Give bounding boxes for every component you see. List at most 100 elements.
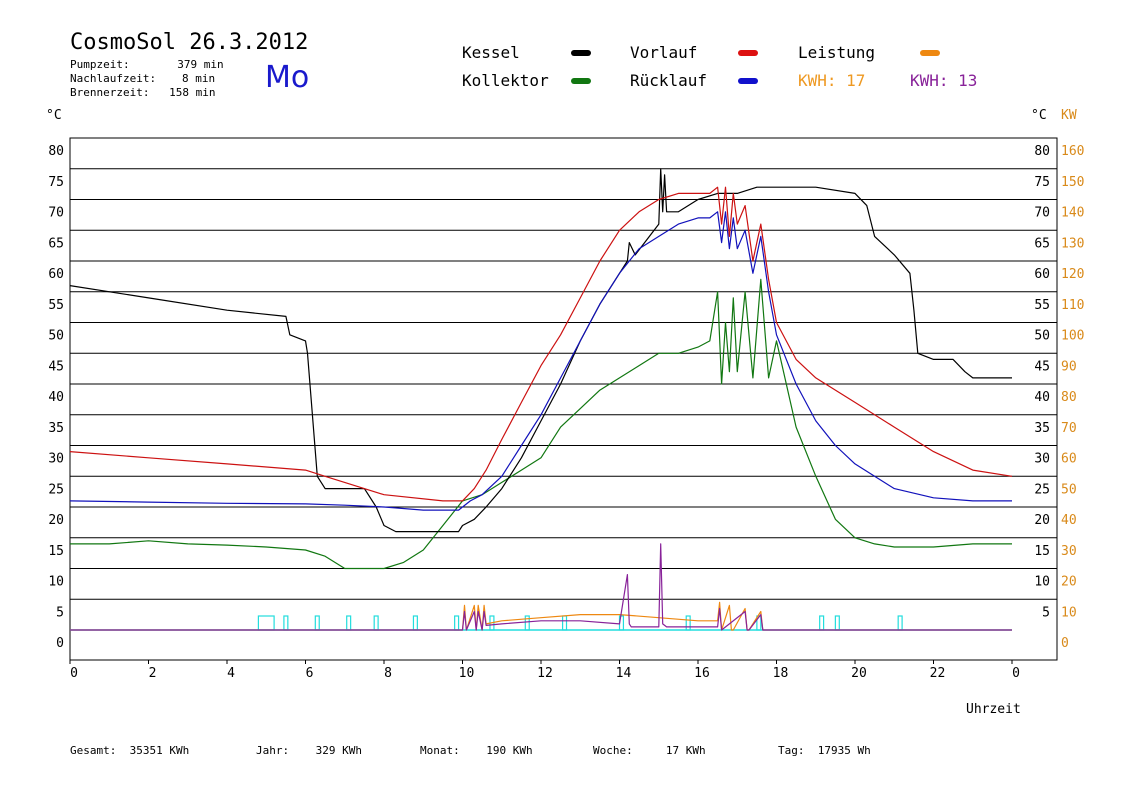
x-tick-label: 14 (616, 666, 632, 681)
x-tick-label: 8 (384, 666, 392, 681)
totals-jahr: Jahr: 329 KWh (256, 744, 362, 757)
x-tick-label: 12 (537, 666, 553, 681)
y-tick-label-right-kw: 70 (1061, 421, 1077, 436)
totals-monat-value: 190 KWh (486, 744, 533, 757)
series-layer (69, 168, 1013, 631)
totals-monat: Monat: 190 KWh (420, 744, 533, 757)
y-tick-label-right-c: 60 (1034, 267, 1050, 282)
y-tick-label-right-c: 10 (1034, 575, 1050, 590)
series-line-kollektor (70, 278, 1012, 570)
pump-bar (819, 615, 825, 631)
y-tick-label-right-kw: 150 (1061, 175, 1084, 190)
right-axis-unit-c: °C (1031, 108, 1047, 123)
y-tick-label-right-kw: 120 (1061, 267, 1084, 282)
pump-bar (756, 615, 762, 631)
legend-vorlauf-swatch (738, 50, 758, 56)
pump-bar (454, 615, 460, 631)
y-tick-label-left: 80 (48, 144, 64, 159)
totals-tag-label: Tag: (778, 744, 805, 757)
y-tick-label-right-kw: 90 (1061, 359, 1077, 374)
pump-bar (524, 615, 530, 631)
y-tick-label-left: 35 (48, 421, 64, 436)
y-tick-label-left: 30 (48, 452, 64, 467)
grid-layer (69, 137, 1058, 664)
series-line-kessel (69, 168, 1012, 533)
x-tick-label: 18 (773, 666, 789, 681)
left-axis-unit: °C (46, 108, 62, 123)
y-tick-label-right-c: 45 (1034, 359, 1050, 374)
y-tick-label-right-kw: 60 (1061, 452, 1077, 467)
x-tick-label: 10 (459, 666, 475, 681)
series-line-vorlauf (69, 186, 1013, 502)
stat-label: Pumpzeit: (70, 58, 130, 71)
y-tick-label-left: 65 (48, 236, 64, 251)
totals-tag: Tag: 17935 Wh (778, 744, 871, 757)
totals-jahr-value: 329 KWh (315, 744, 362, 757)
stat-value: 158 min (169, 86, 216, 99)
legend-vorlauf-label: Vorlauf (630, 43, 698, 62)
stat-label: Brennerzeit: (70, 86, 150, 99)
totals-monat-label: Monat: (420, 744, 460, 757)
y-tick-label-right-kw: 10 (1061, 605, 1077, 620)
y-tick-label-right-c: 70 (1034, 206, 1050, 221)
pump-bar (257, 615, 275, 631)
y-tick-label-right-c: 25 (1034, 482, 1050, 497)
y-tick-label-left: 5 (56, 605, 64, 620)
pump-bar (561, 615, 568, 631)
legend-kollektor-label: Kollektor (462, 71, 549, 90)
x-tick-label: 16 (694, 666, 710, 681)
legend-kwh-leistung: KWH: 17 (798, 71, 866, 90)
stat-label: Nachlaufzeit: (70, 72, 157, 85)
y-tick-label-right-kw: 140 (1061, 206, 1084, 221)
y-tick-label-right-kw: 110 (1061, 298, 1084, 313)
stat-brennerzeit: Brennerzeit: 158 min (70, 86, 215, 99)
y-tick-label-left: 50 (48, 329, 64, 344)
y-tick-label-left: 15 (48, 544, 64, 559)
y-tick-label-right-c: 75 (1034, 175, 1050, 190)
y-tick-label-right-c: 40 (1034, 390, 1050, 405)
pump-bar (412, 615, 418, 631)
legend-kwh-secondary: KWH: 13 (910, 71, 978, 90)
legend-leistung-label: Leistung (798, 43, 876, 62)
y-tick-label-left: 60 (48, 267, 64, 282)
pump-bar (373, 615, 379, 631)
stat-value: 8 min (181, 72, 216, 85)
x-tick-label: 0 (70, 666, 78, 681)
y-tick-label-left: 75 (48, 175, 64, 190)
y-tick-label-right-kw: 40 (1061, 513, 1077, 528)
legend-leistung-swatch (920, 50, 940, 56)
stat-value: 379 min (177, 58, 224, 71)
y-tick-label-left: 40 (48, 390, 64, 405)
y-tick-label-right-kw: 20 (1061, 575, 1077, 590)
totals-gesamt: Gesamt: 35351 KWh (70, 744, 189, 757)
y-tick-label-right-kw: 100 (1061, 329, 1084, 344)
totals-tag-value: 17935 Wh (817, 744, 871, 757)
pump-bar (685, 615, 691, 631)
y-tick-label-right-kw: 160 (1061, 144, 1084, 159)
y-tick-label-right-c: 5 (1042, 605, 1050, 620)
y-tick-label-right-kw: 80 (1061, 390, 1077, 405)
legend-kollektor-swatch (571, 78, 591, 84)
legend-kessel-swatch (571, 50, 591, 56)
legend-ruecklauf-label: Rücklauf (630, 71, 708, 90)
y-tick-label-left: 10 (48, 575, 64, 590)
y-tick-label-left: 55 (48, 298, 64, 313)
y-tick-label-right-c: 80 (1034, 144, 1050, 159)
y-tick-label-right-kw: 50 (1061, 482, 1077, 497)
stat-nachlaufzeit: Nachlaufzeit: 8 min (70, 72, 215, 85)
totals-jahr-label: Jahr: (256, 744, 290, 757)
x-tick-label: 6 (306, 666, 314, 681)
x-tick-label: 4 (227, 666, 235, 681)
y-tick-label-left: 45 (48, 359, 64, 374)
y-tick-label-right-c: 55 (1034, 298, 1050, 313)
totals-woche: Woche: 17 KWh (593, 744, 706, 757)
totals-woche-value: 17 KWh (665, 744, 706, 757)
y-tick-label-right-c: 65 (1034, 236, 1050, 251)
y-tick-label-right-kw: 30 (1061, 544, 1077, 559)
y-tick-label-left: 0 (56, 636, 64, 651)
pump-bar (897, 615, 903, 631)
y-tick-label-left: 20 (48, 513, 64, 528)
totals-gesamt-value: 35351 KWh (129, 744, 190, 757)
pump-bar (346, 615, 352, 631)
